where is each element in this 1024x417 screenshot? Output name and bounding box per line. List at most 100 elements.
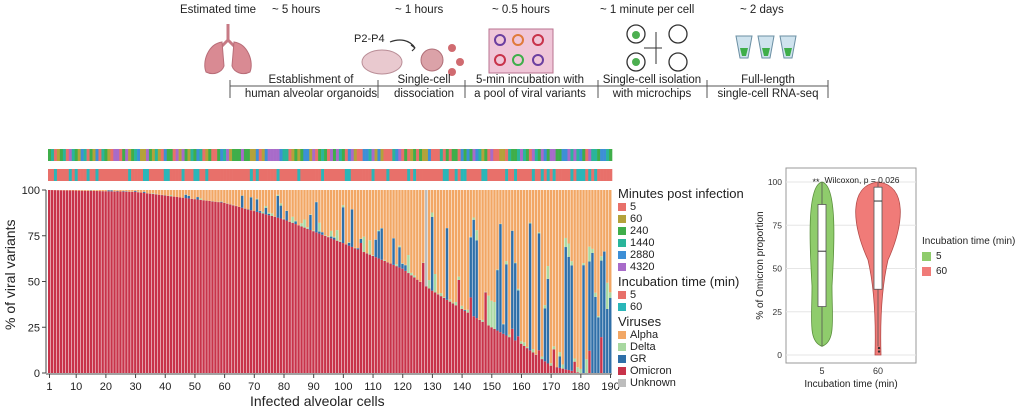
bar-segment-omicron <box>229 204 232 373</box>
bar-segment-gr <box>276 195 280 218</box>
bar-segment-delta <box>597 316 600 318</box>
incubation-strip-cell <box>430 169 435 181</box>
incubation-strip-cell <box>217 169 221 181</box>
incubation-strip-cell <box>368 169 372 181</box>
incubation-strip-cell <box>585 169 589 181</box>
x-tick-label: 80 <box>278 381 290 393</box>
bar-segment-gr <box>196 197 199 200</box>
bar-segment-omicron <box>48 190 51 373</box>
bar-segment-omicron <box>472 316 475 373</box>
bar-segment-delta <box>288 220 291 222</box>
incubation-strip-cell <box>137 169 141 181</box>
bar-segment-alpha <box>181 190 185 198</box>
bar-segment-gr <box>187 195 190 199</box>
step5-time: ~ 2 days <box>740 4 784 16</box>
step4-desc: Single-cell isolation with microchips <box>598 73 706 101</box>
minutes-strip-cell <box>525 149 530 161</box>
violin-legend-item: 60 <box>922 266 1015 277</box>
bar-segment-alpha <box>303 190 306 220</box>
violin-y-tick-label: 100 <box>768 177 782 187</box>
bar-segment-delta <box>303 219 306 228</box>
bar-segment-delta <box>442 297 446 298</box>
bar-segment-gr <box>315 202 318 233</box>
bar-segment-omicron <box>300 226 303 373</box>
incubation-strip-cell <box>119 169 123 181</box>
bar-segment-alpha <box>199 190 202 199</box>
bar-segment-delta <box>398 245 401 248</box>
bar-segment-alpha <box>588 190 591 247</box>
bar-segment-omicron <box>98 191 101 373</box>
bar-segment-omicron <box>383 261 386 373</box>
bar-segment-alpha <box>430 190 434 213</box>
bar-segment-alpha <box>439 190 443 294</box>
bar-segment-alpha <box>175 190 179 197</box>
incubation-strip-cell <box>229 169 233 181</box>
incubation-strip-cell <box>276 169 280 181</box>
bar-segment-omicron <box>404 270 407 373</box>
minutes-strip-cell <box>422 149 426 161</box>
bar-segment-omicron <box>131 191 134 373</box>
bar-segment-alpha <box>353 190 357 248</box>
minutes-strip-cell <box>128 149 132 161</box>
bar-segment-alpha <box>416 190 419 280</box>
minutes-strip-cell <box>439 149 444 161</box>
minutes-strip-cell <box>98 149 102 161</box>
bar-segment-omicron <box>214 201 217 373</box>
incubation-strip-cell <box>543 169 547 181</box>
violin-x-axis-title: Incubation time (min) <box>804 379 897 390</box>
incubation-strip-cell <box>490 169 494 181</box>
bar-segment-alpha <box>324 190 327 236</box>
bar-segment-alpha <box>172 190 176 197</box>
incubation-strip-cell <box>472 169 476 181</box>
bar-segment-delta <box>291 216 294 223</box>
bar-segment-alpha <box>312 190 315 231</box>
minutes-strip-cell <box>270 149 274 161</box>
tubes-icon <box>735 35 797 59</box>
bar-segment-alpha <box>570 190 573 262</box>
minutes-strip-cell <box>178 149 182 161</box>
incubation-strip-cell <box>380 169 384 181</box>
bar-segment-omicron <box>166 195 170 373</box>
bar-segment-delta <box>487 295 490 326</box>
bar-segment-gr <box>110 190 113 192</box>
legend-swatch <box>618 291 626 299</box>
incubation-strip-cell <box>499 169 503 181</box>
step4-desc-line2: with microchips <box>612 88 692 100</box>
bar-segment-alpha <box>113 190 116 192</box>
incubation-strip-cell <box>285 169 289 181</box>
incubation-strip-cell <box>157 169 162 181</box>
bar-segment-alpha <box>534 190 538 355</box>
minutes-strip-cell <box>344 149 349 161</box>
bar-segment-delta <box>338 240 342 242</box>
minutes-strip-cell <box>338 149 343 161</box>
incubation-strip-cell <box>478 169 482 181</box>
bar-segment-omicron <box>555 367 559 373</box>
step2-desc-line2: dissociation <box>393 88 455 100</box>
bar-segment-omicron <box>466 312 469 373</box>
minutes-strip-cell <box>249 149 254 161</box>
incubation-strip-cell <box>113 169 117 181</box>
minutes-strip-cell <box>80 149 84 161</box>
bar-segment-omicron <box>469 297 472 373</box>
bar-segment-omicron <box>306 228 309 373</box>
violin-legend-swatch <box>922 267 931 276</box>
bar-segment-omicron <box>101 191 104 373</box>
incubation-strip-cell <box>104 169 108 181</box>
legend-label: 60 <box>630 301 643 313</box>
bar-segment-delta <box>594 292 597 297</box>
bar-segment-delta <box>169 194 173 197</box>
bar-segment-gr <box>591 252 594 373</box>
minutes-strip-cell <box>484 149 488 161</box>
bar-segment-omicron <box>116 191 119 373</box>
incubation-strip-cell <box>404 169 408 181</box>
violin-legend-swatch <box>922 252 931 261</box>
bar-segment-omicron <box>413 277 416 373</box>
legend-label: GR <box>630 353 647 365</box>
incubation-strip-cell <box>588 169 592 181</box>
bar-segment-omicron <box>309 229 312 373</box>
bar-segment-delta <box>368 240 372 255</box>
bar-segment-delta <box>335 230 339 241</box>
bar-segment-omicron <box>104 191 107 373</box>
minutes-strip-cell <box>469 149 473 161</box>
bar-segment-delta <box>270 213 274 216</box>
